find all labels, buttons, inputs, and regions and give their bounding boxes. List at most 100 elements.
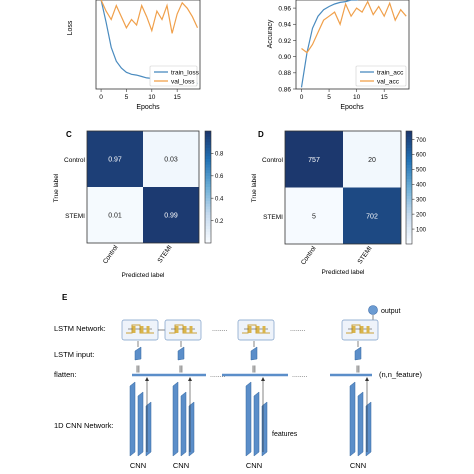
c-colorbar-segment — [205, 189, 211, 194]
c-colorbar-segment — [205, 156, 211, 160]
d-colorbar-segment — [406, 212, 412, 217]
d-colorbar-segment — [406, 147, 412, 152]
network-column: || CNN — [121, 319, 165, 470]
c-colorbar-segment — [205, 173, 211, 177]
lstm-input-block — [354, 346, 362, 361]
d-colorbar-segment — [406, 195, 412, 200]
c-cell — [87, 187, 143, 243]
lstm-input-block — [177, 346, 185, 361]
b-xtick-label: 10 — [353, 94, 361, 101]
accuracy-legend: train_acc val_acc — [355, 65, 407, 87]
a-xtick-label: 5 — [125, 94, 129, 101]
c-colorbar-segment — [205, 139, 211, 143]
flatten-dots-1: ........ — [210, 372, 226, 379]
c-colorbar-segment — [205, 229, 211, 233]
cm-counts-row-control: Control — [262, 157, 284, 164]
lstm-input-block — [250, 346, 258, 361]
d-colorbar-segment — [406, 204, 412, 208]
panel-label-c: C — [66, 130, 72, 139]
d-colorbar-segment — [406, 145, 412, 149]
c-colorbar-label: 0.8 — [215, 152, 224, 158]
d-colorbar-segment — [406, 156, 412, 160]
network-column: || CNN — [164, 319, 202, 470]
d-colorbar-segment — [406, 227, 412, 231]
lstm-gate-icon — [189, 326, 193, 333]
flatten-shape-label: (n,n_feature) — [379, 370, 422, 379]
d-colorbar-segment — [406, 164, 412, 169]
cm-counts-col-stemi: STEMI — [357, 245, 374, 265]
d-colorbar-segment — [406, 139, 412, 143]
arrow-head-icon — [145, 377, 149, 381]
d-colorbar-segment — [406, 131, 412, 135]
d-colorbar-frame — [405, 130, 413, 245]
lstm-dots-1: ........ — [212, 326, 228, 333]
loss-chart: 0 5 10 15 Epochs Loss train_loss val_loss — [67, 0, 201, 111]
row-label-lstm-input: LSTM input: — [54, 350, 94, 359]
cm-counts-frame — [284, 130, 402, 245]
d-colorbar-segment — [406, 229, 412, 234]
features-label: features — [272, 431, 298, 438]
cnn-label: CNN — [173, 461, 189, 470]
a-xtick-label: 0 — [99, 94, 103, 101]
c-cell — [143, 187, 199, 243]
row-label-cnn-network: 1D CNN Network: — [54, 421, 114, 430]
c-colorbar-segment — [205, 153, 211, 157]
d-colorbar-segment — [406, 153, 412, 157]
cm-normalized-frame — [86, 130, 200, 244]
a-xtick-label: 15 — [174, 94, 182, 101]
output-label: output — [381, 308, 401, 315]
d-colorbar-segment — [406, 241, 412, 245]
c-colorbar-segment — [205, 161, 211, 166]
cm-normalized-col-control: Control — [102, 244, 120, 266]
c-colorbar-segment — [205, 206, 211, 210]
d-colorbar-segment — [406, 198, 412, 203]
legend-val-acc: val_acc — [377, 79, 400, 86]
c-colorbar-segment — [205, 195, 211, 199]
d-colorbar-segment — [406, 235, 412, 239]
b-series-train-acc — [300, 0, 359, 88]
lstm-dots-2: ........ — [290, 326, 306, 333]
lstm-gate-icon — [256, 326, 260, 333]
c-colorbar-segment — [205, 226, 211, 230]
c-colorbar-segment — [205, 131, 211, 135]
d-colorbar-segment — [406, 218, 412, 222]
d-colorbar-segment — [406, 201, 412, 205]
lstm-gate-icon — [132, 326, 136, 333]
d-colorbar-segment — [406, 142, 412, 146]
cm-normalized-true-label: True label — [53, 173, 60, 202]
cm-normalized-col-stemi: STEMI — [157, 244, 174, 264]
cnn-layer-block — [245, 381, 252, 457]
panel-label-d: D — [258, 130, 264, 139]
d-colorbar-label: 300 — [416, 198, 427, 204]
cnn-label: CNN — [246, 461, 262, 470]
a-series-val-loss — [100, 0, 199, 34]
c-colorbar-segment — [205, 215, 211, 219]
d-cell-value: 5 — [312, 213, 316, 220]
d-cell — [343, 187, 401, 244]
lstm-gate-icon — [183, 326, 187, 333]
d-colorbar-segment — [406, 181, 412, 186]
c-cell — [87, 131, 143, 187]
d-colorbar-segment — [406, 159, 412, 163]
lstm-gate-icon — [140, 326, 144, 333]
d-colorbar-segment — [406, 232, 412, 237]
accuracy-xlabel: Epochs — [340, 104, 364, 111]
c-colorbar-segment — [205, 187, 211, 191]
c-colorbar-segment — [205, 159, 211, 163]
network-column: || CNN — [341, 319, 379, 470]
legend-train-acc: train_acc — [377, 70, 404, 77]
arrow-head-icon — [365, 377, 369, 381]
c-colorbar-segment — [205, 223, 211, 227]
d-colorbar-segment — [406, 176, 412, 180]
confusion-matrix-normalized: 0.97 0.03 0.01 0.99 0.8 0.6 0.4 0.2 True label… — [53, 130, 224, 279]
b-ytick-label: 0.88 — [278, 70, 291, 77]
d-cell — [285, 131, 343, 188]
flatten-dots-2: ........ — [292, 372, 308, 379]
c-colorbar-segment — [205, 184, 211, 188]
d-colorbar-segment — [406, 184, 412, 188]
c-colorbar-segment — [205, 181, 211, 185]
legend-val-loss: val_loss — [171, 79, 195, 86]
d-colorbar-segment — [406, 193, 412, 197]
c-colorbar-segment — [205, 192, 211, 196]
d-colorbar-segment — [406, 150, 412, 155]
